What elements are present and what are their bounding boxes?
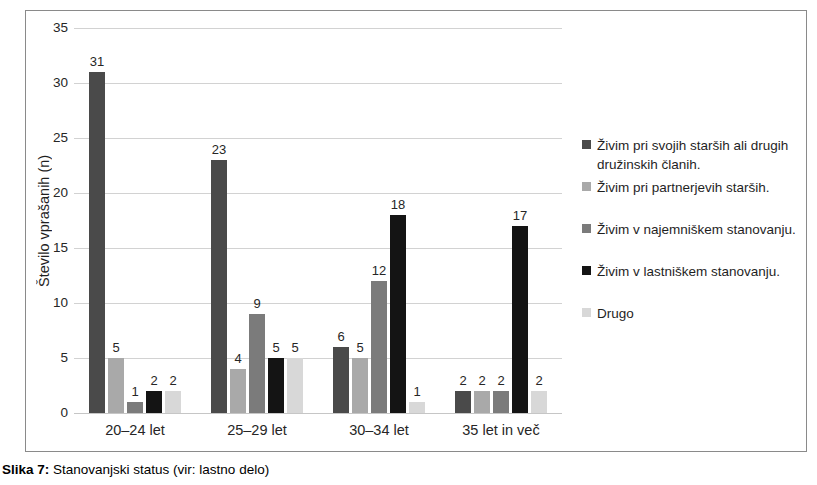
caption-text: Stanovanjski status (vir: lastno delo) — [53, 462, 269, 477]
figure-page: Število vprašanih (n) 051015202530353151… — [0, 0, 817, 485]
bar-value-label: 5 — [101, 340, 131, 356]
bar-value-label: 9 — [242, 296, 272, 312]
bar-value-label: 18 — [383, 197, 413, 213]
y-tick-label: 25 — [34, 130, 68, 146]
bar — [455, 391, 471, 413]
legend-item: Drugo — [582, 304, 804, 346]
grid-line — [74, 358, 562, 359]
legend-item: Živim pri svojih starših ali drugih druž… — [582, 136, 804, 178]
bar-value-label: 31 — [82, 54, 112, 70]
bar — [89, 72, 105, 413]
bar — [211, 160, 227, 413]
legend-swatch-icon — [582, 308, 591, 317]
bar — [268, 358, 284, 413]
y-tick-label: 30 — [34, 75, 68, 91]
legend-label: Drugo — [597, 304, 634, 323]
legend-swatch-icon — [582, 140, 591, 149]
y-tick-label: 15 — [34, 240, 68, 256]
caption-label: Slika 7: — [2, 462, 49, 477]
grid-line — [74, 138, 562, 139]
bar — [146, 391, 162, 413]
bar-value-label: 17 — [505, 208, 535, 224]
grid-line — [74, 248, 562, 249]
y-tick-label: 5 — [34, 350, 68, 366]
bar-value-label: 2 — [158, 373, 188, 389]
bar — [333, 347, 349, 413]
bar — [165, 391, 181, 413]
y-tick-label: 20 — [34, 185, 68, 201]
bar — [230, 369, 246, 413]
legend-item: Živim v lastniškem stanovanju. — [582, 262, 804, 304]
bar-value-label: 5 — [280, 340, 310, 356]
bar — [474, 391, 490, 413]
bar — [371, 281, 387, 413]
legend-label: Živim pri partnerjevih starših. — [597, 178, 770, 197]
legend: Živim pri svojih starših ali drugih druž… — [582, 136, 804, 346]
y-tick-label: 0 — [34, 405, 68, 421]
bar-value-label: 1 — [402, 384, 432, 400]
y-tick-label: 10 — [34, 295, 68, 311]
bar — [127, 402, 143, 413]
legend-swatch-icon — [582, 266, 591, 275]
caption: Slika 7: Stanovanjski status (vir: lastn… — [2, 462, 269, 477]
bar-value-label: 23 — [204, 142, 234, 158]
legend-item: Živim pri partnerjevih starših. — [582, 178, 804, 220]
x-category-label: 30–34 let — [318, 422, 440, 438]
bar-value-label: 2 — [524, 373, 554, 389]
grid-line — [74, 303, 562, 304]
legend-label: Živim v najemniškem stanovanju. — [597, 220, 796, 239]
grid-line — [74, 28, 562, 29]
legend-label: Živim v lastniškem stanovanju. — [597, 262, 780, 281]
legend-item: Živim v najemniškem stanovanju. — [582, 220, 804, 262]
bar — [531, 391, 547, 413]
bar — [249, 314, 265, 413]
x-category-label: 35 let in več — [440, 422, 562, 438]
bar — [287, 358, 303, 413]
y-tick-label: 35 — [34, 20, 68, 36]
chart-figure-box: Število vprašanih (n) 051015202530353151… — [25, 10, 807, 452]
x-category-label: 25–29 let — [196, 422, 318, 438]
grid-line — [74, 193, 562, 194]
bar — [409, 402, 425, 413]
legend-swatch-icon — [582, 224, 591, 233]
legend-label: Živim pri svojih starših ali drugih druž… — [597, 136, 797, 174]
grid-line — [74, 83, 562, 84]
bar — [352, 358, 368, 413]
x-category-label: 20–24 let — [74, 422, 196, 438]
x-axis-line — [74, 413, 562, 414]
legend-swatch-icon — [582, 182, 591, 191]
bar — [493, 391, 509, 413]
